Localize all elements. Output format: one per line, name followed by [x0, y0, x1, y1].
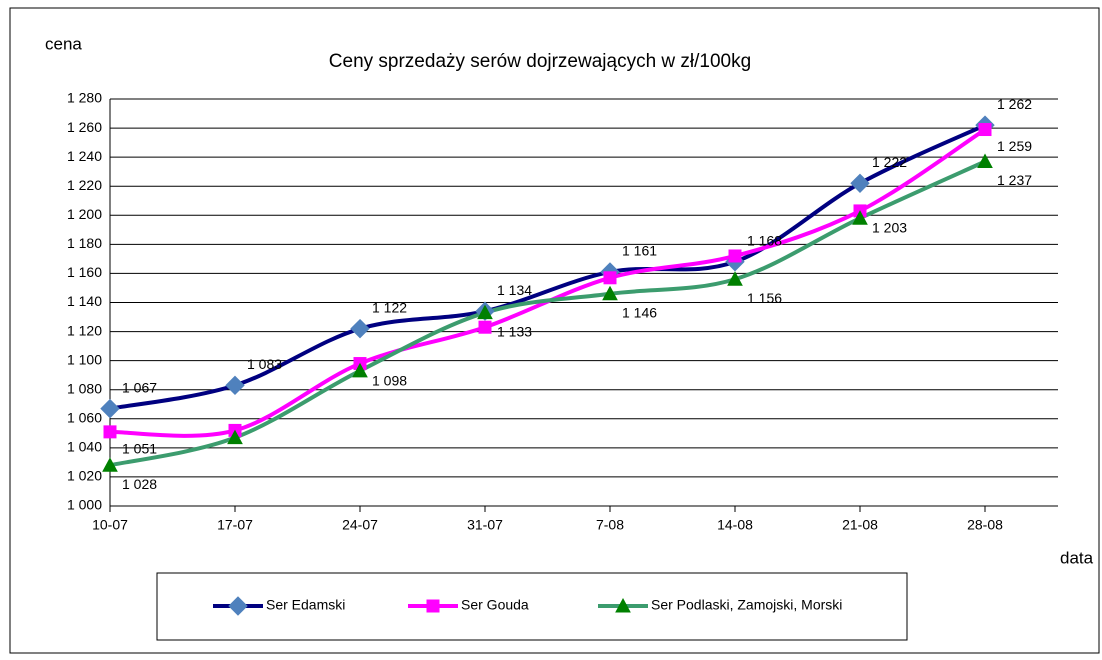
data-label: 1 168 — [747, 233, 782, 249]
data-point — [728, 249, 742, 263]
y-tick-label: 1 120 — [67, 322, 102, 338]
data-label: 1 028 — [122, 476, 157, 492]
y-tick-label: 1 020 — [67, 468, 102, 484]
x-tick-label: 24-07 — [342, 517, 378, 533]
data-label: 1 203 — [872, 220, 907, 236]
legend-box — [156, 572, 908, 641]
y-tick-label: 1 100 — [67, 351, 102, 367]
data-point — [227, 429, 243, 445]
data-label: 1 156 — [747, 290, 782, 306]
x-tick-label: 14-08 — [717, 517, 753, 533]
y-tick-label: 1 240 — [67, 148, 102, 164]
x-tick-label: 10-07 — [92, 517, 128, 533]
x-tick-label: 31-07 — [467, 517, 503, 533]
data-point — [225, 375, 245, 396]
data-label: 1 146 — [622, 304, 657, 320]
data-label: 1 134 — [497, 282, 532, 298]
y-tick-label: 1 140 — [67, 293, 102, 309]
x-tick-label: 21-08 — [842, 517, 878, 533]
y-tick-label: 1 180 — [67, 235, 102, 251]
x-tick-label: 17-07 — [217, 517, 253, 533]
x-axis-label: data — [1060, 548, 1094, 567]
data-label: 1 222 — [872, 154, 907, 170]
legend-label: Ser Podlaski, Zamojski, Morski — [651, 597, 842, 613]
legend-marker — [228, 596, 248, 616]
y-tick-label: 1 060 — [67, 409, 102, 425]
data-label: 1 051 — [122, 441, 157, 457]
data-point — [102, 457, 118, 472]
data-point — [350, 318, 370, 339]
data-label: 1 237 — [997, 172, 1032, 188]
data-point — [477, 304, 493, 320]
data-label: 1 259 — [997, 138, 1032, 154]
data-point — [602, 285, 618, 301]
data-point — [978, 123, 992, 137]
data-label: 1 083 — [247, 356, 282, 372]
data-label: 1 262 — [997, 96, 1032, 112]
legend-label: Ser Gouda — [461, 597, 529, 613]
data-point — [352, 362, 368, 378]
y-tick-label: 1 040 — [67, 439, 102, 455]
series-line — [109, 159, 986, 468]
data-point — [977, 153, 993, 169]
y-tick-label: 1 080 — [67, 380, 102, 396]
series-line — [109, 123, 986, 411]
y-tick-label: 1 220 — [67, 177, 102, 193]
y-tick-label: 1 160 — [67, 264, 102, 280]
data-label: 1 098 — [372, 372, 407, 388]
data-point — [478, 320, 492, 334]
data-point — [100, 398, 120, 419]
data-label: 1 133 — [497, 323, 532, 339]
data-point — [850, 173, 870, 194]
y-axis-label: cena — [45, 34, 82, 53]
data-label: 1 067 — [122, 379, 157, 395]
data-point — [852, 210, 868, 225]
legend-label: Ser Edamski — [266, 597, 345, 613]
chart-title: Ceny sprzedaży serów dojrzewających w zł… — [329, 51, 751, 72]
data-point — [103, 425, 117, 439]
y-tick-label: 1 260 — [67, 119, 102, 135]
x-tick-label: 7-08 — [596, 517, 624, 533]
chart-border — [9, 7, 1100, 654]
data-label: 1 122 — [372, 299, 407, 315]
data-point — [727, 271, 743, 286]
data-label: 1 161 — [622, 243, 657, 259]
x-tick-label: 28-08 — [967, 517, 1003, 533]
legend-marker — [615, 597, 631, 613]
data-point — [603, 271, 617, 285]
legend-marker — [426, 599, 440, 613]
y-tick-label: 1 200 — [67, 206, 102, 222]
y-tick-label: 1 000 — [67, 497, 102, 513]
y-tick-label: 1 280 — [67, 90, 102, 106]
